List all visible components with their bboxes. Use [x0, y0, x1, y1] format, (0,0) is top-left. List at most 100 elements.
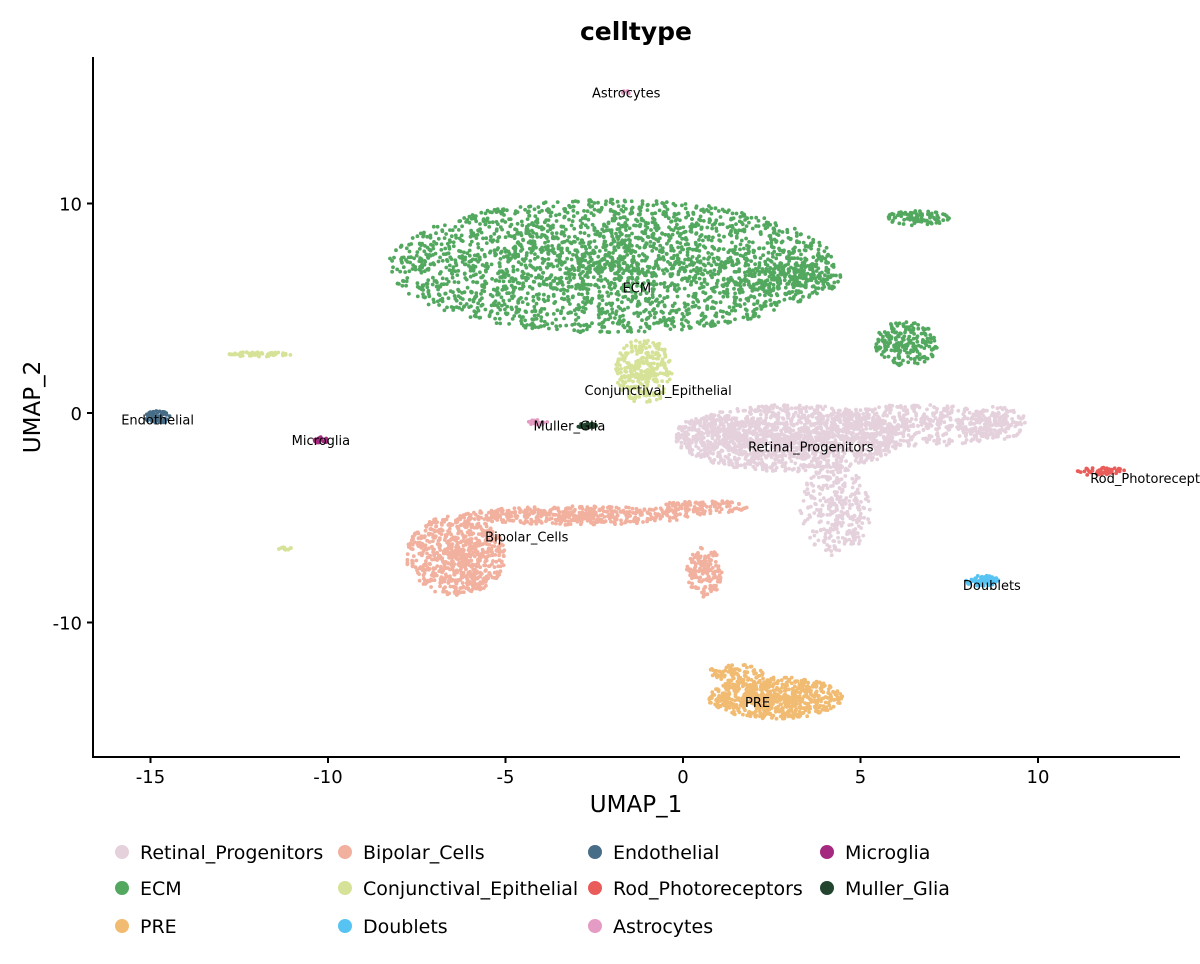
point-ecm — [501, 279, 506, 284]
point-ecm — [621, 323, 626, 328]
point-ecm — [782, 297, 787, 302]
point-ecm — [804, 243, 808, 248]
point-ecm — [600, 269, 604, 274]
point-ecm — [586, 217, 591, 222]
point-ecm — [638, 208, 643, 213]
point-retinal-progenitors — [922, 416, 927, 421]
point-ecm — [705, 297, 710, 301]
point-ecm — [695, 256, 699, 261]
point-ecm — [409, 255, 413, 260]
point-ecm — [634, 217, 638, 222]
point-ecm — [471, 280, 475, 284]
point-retinal-progenitors — [759, 457, 764, 462]
point-retinal-progenitors — [811, 411, 816, 416]
point-ecm — [698, 268, 703, 272]
point-ecm — [699, 272, 704, 276]
point-retinal-progenitors — [896, 405, 901, 409]
point-retinal-progenitors — [829, 509, 833, 514]
point-retinal-progenitors — [875, 425, 880, 430]
point-ecm — [405, 276, 410, 280]
point-ecm — [646, 269, 651, 274]
point-ecm — [498, 307, 503, 312]
point-retinal-progenitors — [812, 423, 816, 427]
point-ecm — [607, 312, 612, 317]
point-retinal-progenitors — [780, 464, 785, 469]
point-ecm — [625, 329, 630, 334]
point-ecm — [480, 275, 484, 280]
point-ecm — [503, 235, 508, 240]
point-ecm — [478, 222, 482, 226]
point-retinal-progenitors — [861, 412, 866, 416]
point-retinal-progenitors — [851, 423, 855, 428]
point-ecm — [418, 256, 422, 261]
point-ecm — [525, 302, 530, 307]
point-ecm — [494, 229, 499, 233]
point-retinal-progenitors — [833, 415, 838, 419]
point-ecm — [399, 243, 404, 248]
point-retinal-progenitors — [774, 421, 779, 425]
point-retinal-progenitors — [864, 410, 869, 415]
point-retinal-progenitors — [850, 476, 855, 481]
point-ecm — [682, 286, 687, 291]
point-retinal-progenitors — [944, 425, 949, 430]
point-ecm — [504, 271, 509, 276]
point-retinal-progenitors — [717, 441, 721, 446]
point-ecm — [434, 241, 439, 246]
point-ecm — [518, 205, 523, 209]
point-ecm — [651, 244, 655, 249]
point-ecm — [706, 237, 711, 242]
point-ecm — [743, 307, 748, 312]
point-retinal-progenitors — [836, 470, 841, 475]
point-ecm — [527, 284, 532, 289]
point-retinal-progenitors — [792, 412, 796, 417]
point-ecm — [580, 252, 585, 257]
point-ecm — [699, 225, 704, 230]
point-retinal-progenitors — [823, 436, 828, 441]
point-ecm — [824, 245, 829, 250]
point-ecm — [598, 274, 603, 279]
point-ecm — [801, 240, 806, 245]
point-retinal-progenitors — [998, 405, 1003, 410]
point-ecm — [554, 219, 559, 223]
point-ecm — [528, 259, 533, 263]
point-ecm — [519, 219, 524, 224]
point-ecm — [680, 317, 684, 322]
point-retinal-progenitors — [694, 440, 698, 445]
point-retinal-progenitors — [826, 463, 831, 467]
point-retinal-progenitors — [754, 426, 759, 431]
point-ecm — [669, 256, 674, 260]
point-retinal-progenitors — [698, 448, 703, 453]
point-ecm — [527, 213, 531, 218]
point-ecm — [752, 295, 757, 300]
point-ecm — [752, 302, 756, 307]
point-ecm — [531, 230, 536, 235]
point-retinal-progenitors — [985, 432, 989, 437]
point-ecm — [554, 258, 559, 263]
point-ecm — [702, 323, 706, 328]
point-retinal-progenitors — [962, 414, 967, 419]
point-ecm — [635, 310, 639, 315]
point-ecm — [545, 312, 550, 316]
point-ecm — [546, 244, 550, 248]
point-ecm — [701, 290, 706, 295]
point-ecm — [771, 245, 776, 250]
point-ecm — [551, 250, 555, 254]
point-retinal-progenitors — [941, 415, 946, 419]
point-ecm — [801, 294, 805, 299]
point-ecm — [645, 316, 650, 320]
point-ecm — [523, 318, 527, 323]
point-ecm — [677, 234, 682, 238]
point-retinal-progenitors — [856, 516, 861, 521]
point-retinal-progenitors — [836, 535, 840, 540]
point-ecm — [831, 262, 836, 267]
point-ecm — [440, 276, 445, 281]
point-retinal-progenitors — [1016, 414, 1021, 419]
point-retinal-progenitors — [846, 514, 851, 518]
point-ecm — [647, 296, 652, 301]
point-ecm — [697, 238, 701, 242]
point-ecm — [596, 200, 600, 205]
point-retinal-progenitors — [832, 411, 837, 415]
point-ecm — [702, 210, 706, 214]
point-retinal-progenitors — [935, 437, 940, 442]
point-retinal-progenitors — [825, 426, 830, 431]
